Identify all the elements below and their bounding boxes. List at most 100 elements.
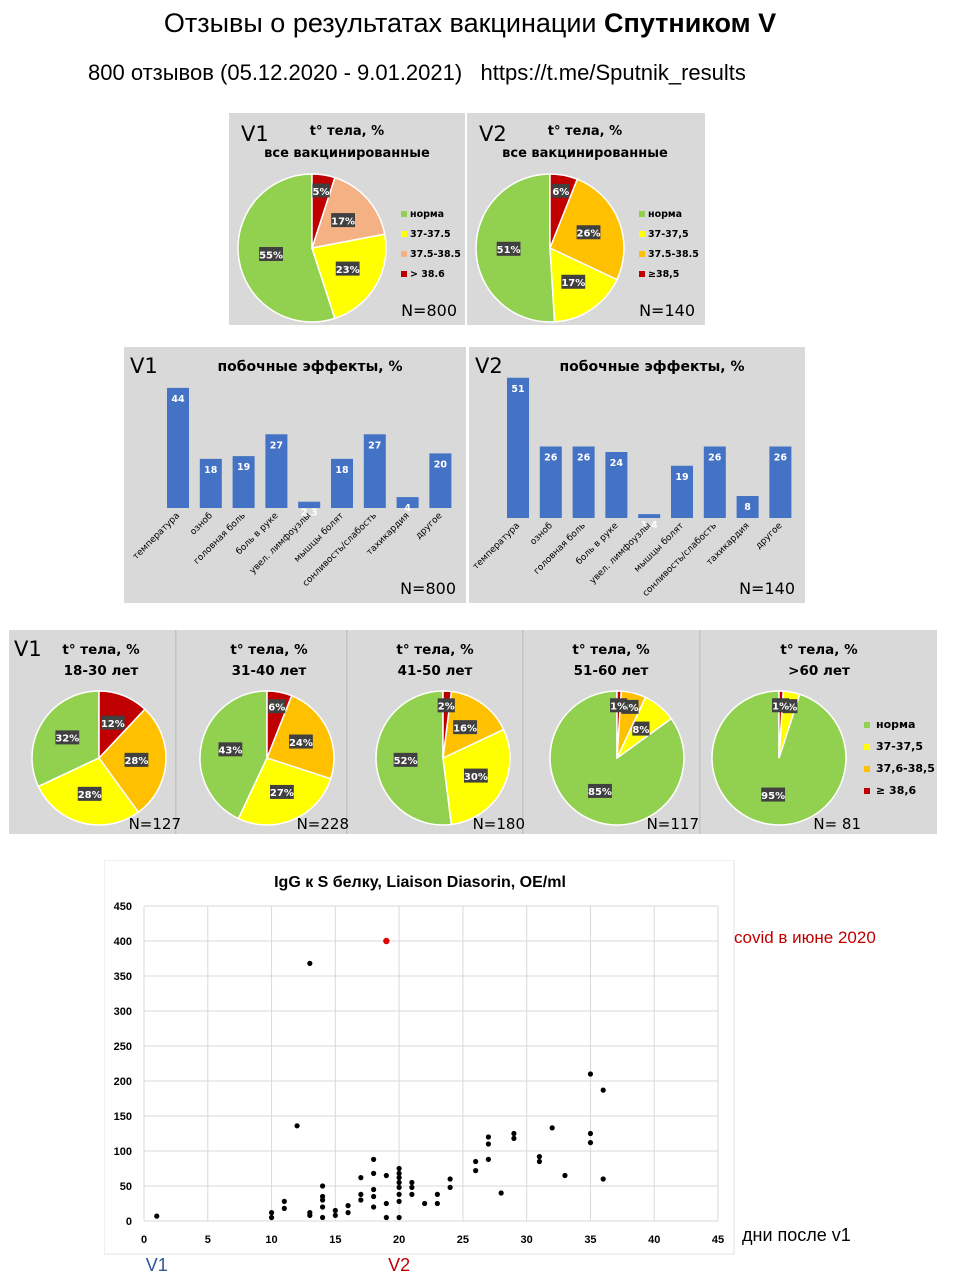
age-panel-divider-3 <box>699 630 701 834</box>
scatter-point-22 <box>371 1193 377 1200</box>
scatter-xtick-7: 35 <box>584 1234 596 1246</box>
scatter-ytick-6: 300 <box>114 1006 132 1018</box>
scatter-point-54 <box>536 1154 543 1160</box>
fever_v2-slice-label-1: 17% <box>561 278 585 289</box>
fever-v2-chart: V2 t° тела, % все вакцинированные 51% 17% 26%… <box>475 122 699 323</box>
age_31_40-slice-label-0: 43% <box>218 746 242 757</box>
age_41_50-slice-label-2-bg <box>453 720 477 735</box>
age_51_60-slice-label-0-bg <box>588 783 612 798</box>
age_60plus-slice-label-0-bg <box>761 787 786 802</box>
fever_v1-slice-label-0: 55% <box>259 250 283 261</box>
side_v1-dose: V1 <box>130 354 158 378</box>
age-legend-swatch-0 <box>864 722 870 728</box>
age_18_30-n: N=127 <box>129 815 181 833</box>
fever_v2-legend-swatch-2 <box>639 251 645 257</box>
age_51_60-n: N=117 <box>647 815 699 833</box>
scatter-ytick-2: 100 <box>114 1146 132 1158</box>
scatter-xtick-8: 40 <box>648 1234 660 1246</box>
age_60plus-subtitle: >60 лет <box>788 663 850 679</box>
side_v1-category-0: температура <box>131 511 182 562</box>
scatter-ytick-3: 150 <box>114 1111 132 1123</box>
scatter-point-23 <box>371 1186 377 1193</box>
fever_v1-slice-label-1: 23% <box>336 265 360 276</box>
scatter-point-30 <box>396 1198 402 1204</box>
scatter-point-40 <box>422 1200 428 1207</box>
scatter-xtick-4: 20 <box>393 1234 405 1246</box>
scatter-annotation: covid в июне 2020 <box>734 928 876 947</box>
age_51_60-slice-label-1-bg <box>632 721 650 736</box>
age-panel-divider-1 <box>346 630 348 834</box>
fever_v2-legend-swatch-3 <box>639 271 645 277</box>
scatter-xtick-0: 0 <box>141 1234 147 1246</box>
scatter-ytick-4: 200 <box>114 1076 132 1088</box>
scatter-point-46 <box>473 1158 479 1165</box>
scatter-xtick-3: 15 <box>329 1234 341 1246</box>
side_v2-category-8: другое <box>754 521 785 552</box>
age_60plus-slice-label-3: 1% <box>772 702 789 713</box>
age_60plus-n: N= 81 <box>813 815 861 833</box>
side_v2-bar-1 <box>539 446 562 518</box>
age_51_60-slice-label-1: 8% <box>632 725 649 736</box>
fever_v2-slice-label-0: 51% <box>497 245 521 256</box>
scatter-point-14 <box>332 1207 338 1214</box>
age_18_30-slice-label-2-bg <box>124 752 149 767</box>
scatter-point-0 <box>154 1213 160 1219</box>
age-panel-divider-0 <box>175 630 177 834</box>
side_v2-bar-5 <box>671 465 693 518</box>
scatter-point-58 <box>587 1130 594 1137</box>
igg-scatter-panel: IgG к S белку, Liaison Diasorin, OE/ml 0 5… <box>103 859 954 1280</box>
scatter-point-53 <box>536 1158 543 1165</box>
age_41_50-slice-label-2: 16% <box>453 723 477 734</box>
fever_v2-slice-label-2: 26% <box>577 229 601 240</box>
side_v1-bar-value-7: 4 <box>404 503 411 514</box>
side_v2-bar-value-2: 26 <box>577 453 591 464</box>
scatter-point-49 <box>485 1134 491 1140</box>
age_31_40-slice-label-1: 27% <box>270 788 294 799</box>
fever-v2-panel: V2 t° тела, % все вакцинированные 51% 17% 26%… <box>467 113 705 325</box>
fever_v2-slice-label-2-bg <box>576 225 601 240</box>
side_v2-bar-4 <box>638 514 661 518</box>
side_v1-category-1: озноб <box>189 511 216 538</box>
side_v1-category-8: другое <box>414 511 445 542</box>
fever_v2-legend-label-0: норма <box>648 209 682 220</box>
scatter-point-24 <box>371 1170 377 1176</box>
scatter-xtick-9: 45 <box>712 1234 724 1246</box>
age_18_30-slice-label-1: 28% <box>78 790 102 801</box>
fever_v1-legend-swatch-1 <box>401 231 407 237</box>
scatter-point-43 <box>447 1184 453 1190</box>
age_31_40-slice-label-0-bg <box>218 742 243 757</box>
scatter-point-35 <box>396 1170 402 1176</box>
scatter-ytick-8: 400 <box>114 936 132 948</box>
scatter-point-52 <box>511 1130 517 1137</box>
age_18_30-subtitle: 18-30 лет <box>64 663 139 679</box>
age-legend-label-0: норма <box>876 718 915 731</box>
age_60plus-slice-label-0: 95% <box>761 791 785 802</box>
scatter-point-36 <box>396 1165 402 1172</box>
scatter-point-48 <box>485 1141 491 1147</box>
fever_v2-legend-swatch-0 <box>639 211 645 217</box>
scatter-marker-v1: V1 <box>146 1255 168 1275</box>
fever_v1-slice-label-0-bg <box>259 246 283 261</box>
age_51_60-subtitle: 51-60 лет <box>574 663 649 679</box>
age_18_30-slice-label-2: 28% <box>124 756 148 767</box>
scatter-point-60 <box>600 1176 606 1182</box>
fever_v1-slice-2 <box>310 176 386 249</box>
age-legend-label-2: 37,6-38,5 <box>876 762 935 775</box>
scatter-point-41 <box>434 1200 440 1207</box>
side_v2-bar-value-1: 26 <box>544 453 558 464</box>
age_18_30-title: t° тела, % <box>62 642 140 658</box>
scatter-point-20 <box>358 1175 364 1181</box>
age-legend-swatch-3 <box>864 788 870 794</box>
scatter-title: IgG к S белку, Liaison Diasorin, OE/ml <box>274 874 566 891</box>
scatter-point-5 <box>294 1123 300 1129</box>
age_51_60-title: t° тела, % <box>572 642 650 658</box>
fever_v2-slice-label-3-bg <box>552 183 570 198</box>
scatter-point-51 <box>511 1135 517 1141</box>
fever_v1-slice-0 <box>237 173 336 323</box>
side_v2-bar-value-5: 19 <box>675 472 688 483</box>
scatter-point-39 <box>409 1179 415 1186</box>
fever_v1-slice-label-1-bg <box>335 261 360 276</box>
scatter-ytick-7: 350 <box>114 971 132 983</box>
side_v1-bar-1 <box>199 458 222 508</box>
igg-scatter-chart: IgG к S белку, Liaison Diasorin, OE/ml 0 5… <box>103 859 876 1275</box>
